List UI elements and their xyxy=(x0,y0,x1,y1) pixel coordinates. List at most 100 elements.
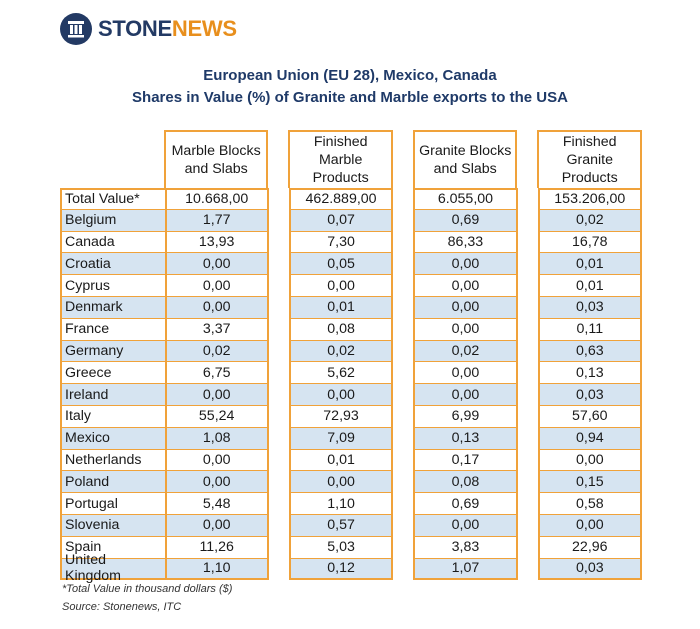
footnote-source: Source: Stonenews, ITC xyxy=(62,601,182,613)
table-cell: 6,75 xyxy=(164,362,269,385)
column-header: Finished Granite Products xyxy=(537,130,642,188)
table-cell: 55,24 xyxy=(164,405,269,428)
table-cell: 0,94 xyxy=(537,427,642,450)
shares-table: Marble Blocks and Slabs Finished Marble P… xyxy=(60,130,642,584)
table-cell: 0,17 xyxy=(413,449,518,472)
table-cell: 0,00 xyxy=(288,384,394,406)
table-cell: 0,69 xyxy=(413,209,518,232)
row-label: Cyprus xyxy=(60,275,165,297)
table-cell: 0,00 xyxy=(164,275,269,297)
row-label: Greece xyxy=(60,362,165,385)
table-cell: 0,03 xyxy=(537,558,642,581)
row-label: Spain xyxy=(60,536,165,559)
table-cell: 0,02 xyxy=(164,340,269,363)
table-cell: 7,30 xyxy=(288,231,394,254)
column-header: Granite Blocks and Slabs xyxy=(412,130,518,188)
table-row: Ireland 0,00 0,00 0,00 0,03 xyxy=(60,384,642,406)
table-cell: 5,62 xyxy=(288,362,394,385)
table-cell: 0,00 xyxy=(164,384,269,406)
table-row: Greece 6,75 5,62 0,00 0,13 xyxy=(60,362,642,385)
table-cell: 0,00 xyxy=(413,362,518,385)
table-cell: 0,12 xyxy=(288,558,394,581)
table-row: Spain 11,26 5,03 3,83 22,96 xyxy=(60,536,642,559)
table-cell: 0,00 xyxy=(164,449,269,472)
table-cell: 3,83 xyxy=(413,536,518,559)
row-label: Denmark xyxy=(60,296,165,319)
table-cell: 0,00 xyxy=(164,253,269,276)
table-cell: 0,00 xyxy=(164,296,269,319)
row-label: Italy xyxy=(60,405,165,428)
table-cell: 1,10 xyxy=(164,558,269,581)
table-cell: 1,77 xyxy=(164,209,269,232)
table-row: Croatia 0,00 0,05 0,00 0,01 xyxy=(60,253,642,276)
table-cell: 0,63 xyxy=(537,340,642,363)
table-cell: 1,07 xyxy=(413,558,518,581)
table-cell: 5,48 xyxy=(164,493,269,515)
table-cell: 0,01 xyxy=(288,449,394,472)
table-row: Portugal 5,48 1,10 0,69 0,58 xyxy=(60,493,642,515)
table-cell: 86,33 xyxy=(413,231,518,254)
table-cell: 1,08 xyxy=(164,427,269,450)
table-cell: 0,13 xyxy=(537,362,642,385)
chart-title: European Union (EU 28), Mexico, Canada xyxy=(203,67,497,84)
logo-part-stone: STONE xyxy=(98,16,172,41)
table-row: Total Value* 10.668,00 462.889,00 6.055,00 1… xyxy=(60,188,642,210)
row-label: Canada xyxy=(60,231,165,254)
table-cell: 22,96 xyxy=(537,536,642,559)
table-cell: 57,60 xyxy=(537,405,642,428)
table-cell: 11,26 xyxy=(164,536,269,559)
table-cell: 10.668,00 xyxy=(164,188,269,210)
table-cell: 0,58 xyxy=(537,493,642,515)
row-label: United Kingdom xyxy=(60,552,165,584)
table-row: Mexico 1,08 7,09 0,13 0,94 xyxy=(60,427,642,450)
row-label: Total Value* xyxy=(60,188,165,210)
footnote-total-value: *Total Value in thousand dollars ($) xyxy=(62,583,233,595)
table-cell: 0,00 xyxy=(413,514,518,537)
column-header: Finished Marble Products xyxy=(288,130,393,188)
table-cell: 0,00 xyxy=(164,471,269,494)
table-cell: 0,00 xyxy=(413,253,518,276)
table-row: Poland 0,00 0,00 0,08 0,15 xyxy=(60,471,642,494)
table-row: Netherlands 0,00 0,01 0,17 0,00 xyxy=(60,449,642,472)
column-header: Marble Blocks and Slabs xyxy=(163,130,269,188)
table-cell: 0,00 xyxy=(288,275,394,297)
table-cell: 0,07 xyxy=(288,209,394,232)
table-row: Italy 55,24 72,93 6,99 57,60 xyxy=(60,405,642,428)
table-cell: 7,09 xyxy=(288,427,394,450)
table-cell: 0,05 xyxy=(288,253,394,276)
table-cell: 0,00 xyxy=(413,275,518,297)
row-label: Netherlands xyxy=(60,449,165,472)
table-cell: 0,08 xyxy=(413,471,518,494)
table-row: Canada 13,93 7,30 86,33 16,78 xyxy=(60,231,642,254)
table-cell: 153.206,00 xyxy=(537,188,642,210)
table-cell: 0,03 xyxy=(537,296,642,319)
table-cell: 0,15 xyxy=(537,471,642,494)
row-label: Croatia xyxy=(60,253,165,276)
table-cell: 0,00 xyxy=(288,471,394,494)
table-row: Belgium 1,77 0,07 0,69 0,02 xyxy=(60,209,642,232)
table-row: Slovenia 0,00 0,57 0,00 0,00 xyxy=(60,514,642,537)
table-cell: 0,00 xyxy=(164,514,269,537)
row-label: Mexico xyxy=(60,427,165,450)
table-cell: 0,01 xyxy=(288,296,394,319)
chart-subtitle: Shares in Value (%) of Granite and Marbl… xyxy=(132,89,568,106)
table-cell: 0,00 xyxy=(537,449,642,472)
table-cell: 6,99 xyxy=(413,405,518,428)
table-cell: 462.889,00 xyxy=(288,188,394,210)
table-cell: 0,08 xyxy=(288,318,394,341)
row-label: Poland xyxy=(60,471,165,494)
table-cell: 0,00 xyxy=(413,318,518,341)
table-header-row: Marble Blocks and Slabs Finished Marble P… xyxy=(60,130,642,188)
table-cell: 0,57 xyxy=(288,514,394,537)
table-cell: 0,00 xyxy=(537,514,642,537)
table-cell: 6.055,00 xyxy=(413,188,518,210)
table-row: United Kingdom 1,10 0,12 1,07 0,03 xyxy=(60,552,642,584)
row-label: Ireland xyxy=(60,384,165,406)
row-label: Belgium xyxy=(60,209,165,232)
row-label: France xyxy=(60,318,165,341)
logo-part-news: NEWS xyxy=(171,16,237,41)
table-row: Denmark 0,00 0,01 0,00 0,03 xyxy=(60,296,642,319)
table-cell: 1,10 xyxy=(288,493,394,515)
stonenews-logo: STONENEWS xyxy=(60,12,237,46)
table-row: France 3,37 0,08 0,00 0,11 xyxy=(60,318,642,341)
